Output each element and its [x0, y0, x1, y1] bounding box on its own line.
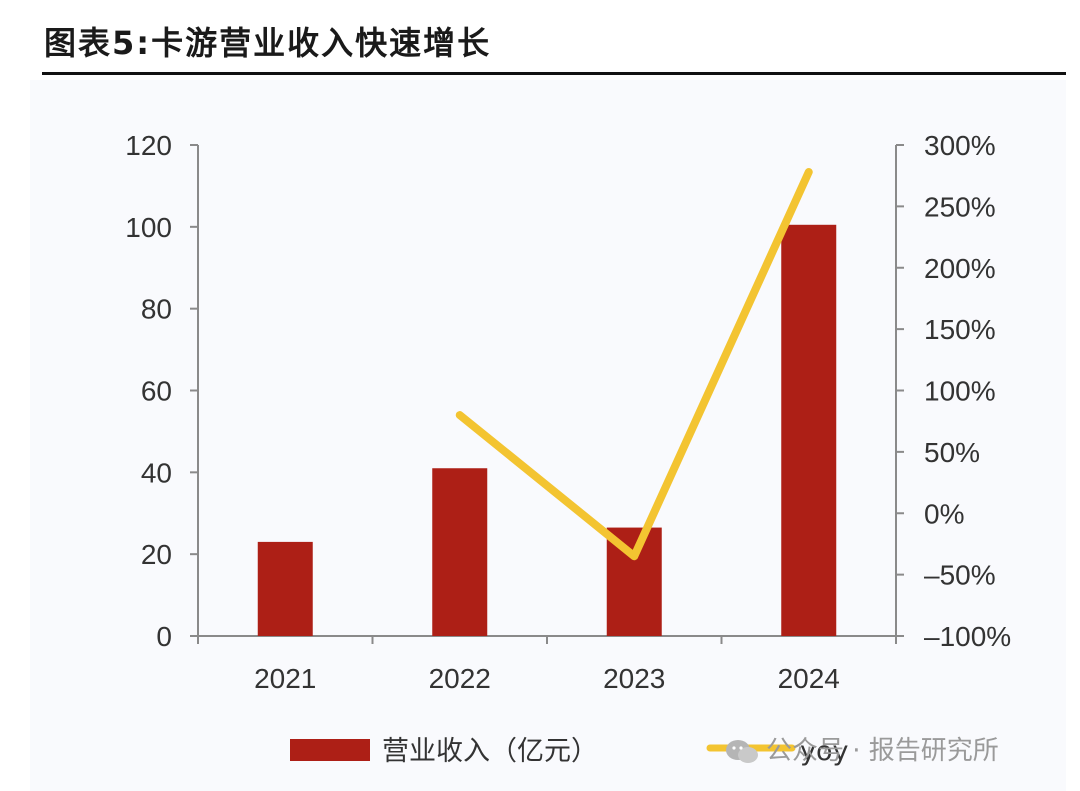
right-tick-label: –100% [924, 621, 1011, 652]
revenue-bar [432, 468, 488, 636]
axes: 0 20 40 60 80 100 120 –100% –50% 0% 50% 100% 150% 200… [125, 130, 1011, 694]
left-tick-label: 80 [141, 294, 172, 325]
right-tick-label: 50% [924, 437, 980, 468]
right-tick-label: 200% [924, 253, 996, 284]
x-tick-label: 2024 [778, 663, 840, 694]
watermark: 公众号 · 报告研究所 [724, 730, 999, 767]
right-tick-label: 150% [924, 314, 996, 345]
right-tick-label: 0% [924, 498, 964, 529]
legend-yoy-label: yoy [800, 736, 848, 767]
right-tick-label: –50% [924, 560, 996, 591]
left-tick-label: 20 [141, 539, 172, 570]
watermark-text: 公众号 · 报告研究所 [766, 736, 999, 766]
x-tick-label: 2021 [254, 663, 316, 694]
wechat-icon [726, 739, 758, 763]
right-tick-label: 300% [924, 130, 996, 161]
left-tick-label: 60 [141, 376, 172, 407]
left-tick-label: 0 [156, 621, 172, 652]
chart-title: 图表5:卡游营业收入快速增长 [44, 24, 492, 62]
revenue-bar [257, 541, 313, 636]
left-tick-label: 100 [125, 212, 172, 243]
right-tick-label: 100% [924, 376, 996, 407]
yoy-line [455, 168, 813, 561]
right-tick-label: 250% [924, 191, 996, 222]
left-tick-label: 40 [141, 457, 172, 488]
x-tick-label: 2022 [429, 663, 491, 694]
title-underline [42, 72, 1066, 75]
revenue-bar [781, 224, 837, 636]
chart-panel [30, 80, 1066, 791]
legend-revenue-label: 营业收入（亿元） [382, 736, 598, 767]
legend-bar-swatch [290, 739, 370, 761]
legend: 营业收入（亿元） yoy [290, 736, 848, 767]
bar-series [257, 224, 837, 636]
x-tick-label: 2023 [603, 663, 665, 694]
yoy-line-series [455, 168, 813, 561]
left-tick-label: 120 [125, 130, 172, 161]
